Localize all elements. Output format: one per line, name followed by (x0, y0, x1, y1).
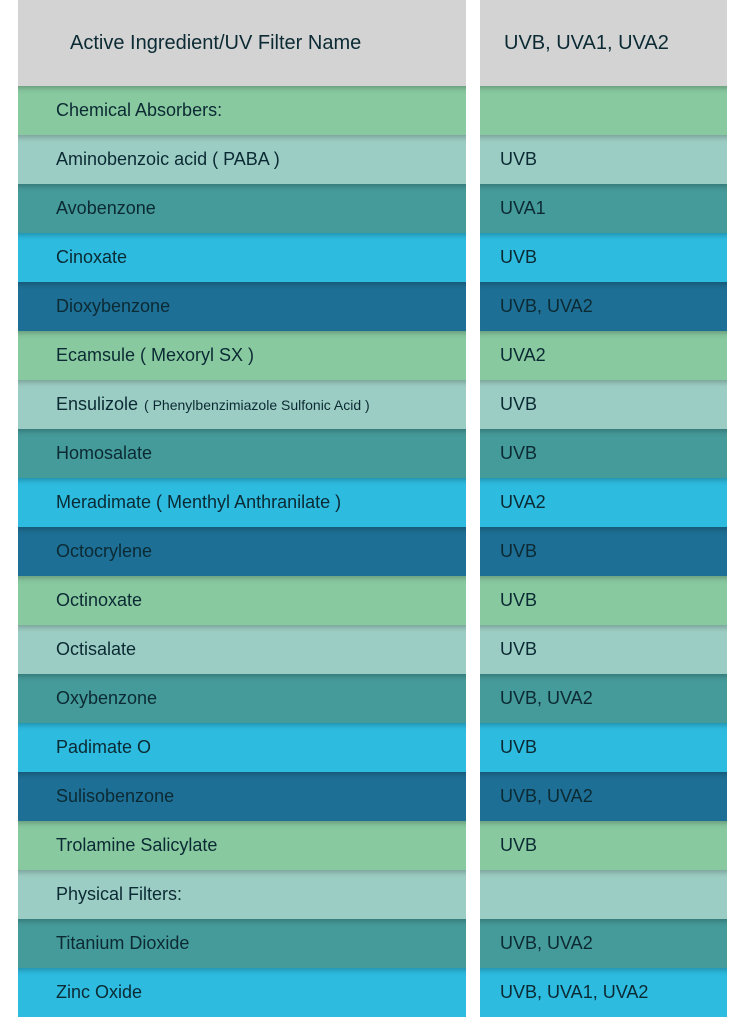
ingredient-name: Dioxybenzone (56, 296, 170, 317)
ingredient-name: Aminobenzoic acid ( PABA ) (56, 149, 280, 170)
table-row: Avobenzone (18, 184, 466, 233)
ingredient-name: Octocrylene (56, 541, 152, 562)
uv-range-value: UVB (500, 590, 537, 611)
ingredient-name: Ensulizole (56, 394, 138, 415)
ingredient-name: Homosalate (56, 443, 152, 464)
table-row: Ecamsule ( Mexoryl SX ) (18, 331, 466, 380)
uv-range-value: UVB, UVA2 (500, 688, 593, 709)
table-row: UVB (480, 135, 727, 184)
ingredient-name: Avobenzone (56, 198, 156, 219)
uv-range-value: UVB, UVA2 (500, 933, 593, 954)
table-row: UVB (480, 233, 727, 282)
uv-range-value: UVA1 (500, 198, 546, 219)
table-row: UVB, UVA2 (480, 772, 727, 821)
uv-filter-table: Active Ingredient/UV Filter Name Chemica… (0, 0, 751, 1017)
table-row: UVB (480, 821, 727, 870)
uv-range-value: UVB (500, 247, 537, 268)
uv-range-value: UVB (500, 394, 537, 415)
ingredient-name: Chemical Absorbers: (56, 100, 222, 121)
table-row: Chemical Absorbers: (18, 86, 466, 135)
table-row: Octinoxate (18, 576, 466, 625)
uv-range-value: UVB (500, 835, 537, 856)
table-row: Cinoxate (18, 233, 466, 282)
table-row: Physical Filters: (18, 870, 466, 919)
table-row: Homosalate (18, 429, 466, 478)
table-row: Meradimate ( Menthyl Anthranilate ) (18, 478, 466, 527)
table-row: Octocrylene (18, 527, 466, 576)
uv-range-value: UVA2 (500, 345, 546, 366)
ingredient-subname: ( Phenylbenzimiazole Sulfonic Acid ) (144, 397, 370, 413)
column-header-right: UVB, UVA1, UVA2 (480, 0, 727, 86)
uv-range-value: UVA2 (500, 492, 546, 513)
ingredient-name: Sulisobenzone (56, 786, 174, 807)
table-row: UVB (480, 380, 727, 429)
ingredient-name: Cinoxate (56, 247, 127, 268)
table-row: UVB, UVA2 (480, 674, 727, 723)
table-row: UVB (480, 576, 727, 625)
column-header-left: Active Ingredient/UV Filter Name (18, 0, 466, 86)
table-row: Trolamine Salicylate (18, 821, 466, 870)
table-row: Oxybenzone (18, 674, 466, 723)
ingredient-name: Trolamine Salicylate (56, 835, 217, 856)
header-right-text: UVB, UVA1, UVA2 (504, 32, 669, 55)
uv-range-value: UVB, UVA1, UVA2 (500, 982, 648, 1003)
table-row: UVA1 (480, 184, 727, 233)
ingredient-name: Oxybenzone (56, 688, 157, 709)
table-row: UVB, UVA2 (480, 919, 727, 968)
ingredient-column: Active Ingredient/UV Filter Name Chemica… (18, 0, 466, 1017)
table-row: Titanium Dioxide (18, 919, 466, 968)
table-row: Aminobenzoic acid ( PABA ) (18, 135, 466, 184)
table-row: Zinc Oxide (18, 968, 466, 1017)
uv-range-value: UVB, UVA2 (500, 786, 593, 807)
table-row: UVB (480, 625, 727, 674)
ingredient-name: Meradimate ( Menthyl Anthranilate ) (56, 492, 341, 513)
ingredient-name: Physical Filters: (56, 884, 182, 905)
uv-range-column: UVB, UVA1, UVA2 UVB UVA1 UVB UVB, UVA2 UVA2 U… (480, 0, 727, 1017)
ingredient-name: Octisalate (56, 639, 136, 660)
ingredient-name: Octinoxate (56, 590, 142, 611)
uv-range-value: UVB (500, 443, 537, 464)
table-row: Dioxybenzone (18, 282, 466, 331)
table-row: UVB, UVA1, UVA2 (480, 968, 727, 1017)
uv-range-value: UVB (500, 149, 537, 170)
table-row: UVB (480, 723, 727, 772)
uv-range-value: UVB (500, 541, 537, 562)
ingredient-name: Ecamsule ( Mexoryl SX ) (56, 345, 254, 366)
table-row: Octisalate (18, 625, 466, 674)
ingredient-name: Zinc Oxide (56, 982, 142, 1003)
table-row: Padimate O (18, 723, 466, 772)
table-row: UVB, UVA2 (480, 282, 727, 331)
table-row: Ensulizole ( Phenylbenzimiazole Sulfonic … (18, 380, 466, 429)
uv-range-value: UVB (500, 737, 537, 758)
table-row: UVA2 (480, 331, 727, 380)
uv-range-value: UVB, UVA2 (500, 296, 593, 317)
table-row: UVB (480, 527, 727, 576)
uv-range-value: UVB (500, 639, 537, 660)
ingredient-name: Padimate O (56, 737, 151, 758)
table-row: UVB (480, 429, 727, 478)
ingredient-name: Titanium Dioxide (56, 933, 189, 954)
table-row (480, 86, 727, 135)
header-left-text: Active Ingredient/UV Filter Name (70, 32, 361, 55)
table-row: Sulisobenzone (18, 772, 466, 821)
table-row (480, 870, 727, 919)
table-row: UVA2 (480, 478, 727, 527)
